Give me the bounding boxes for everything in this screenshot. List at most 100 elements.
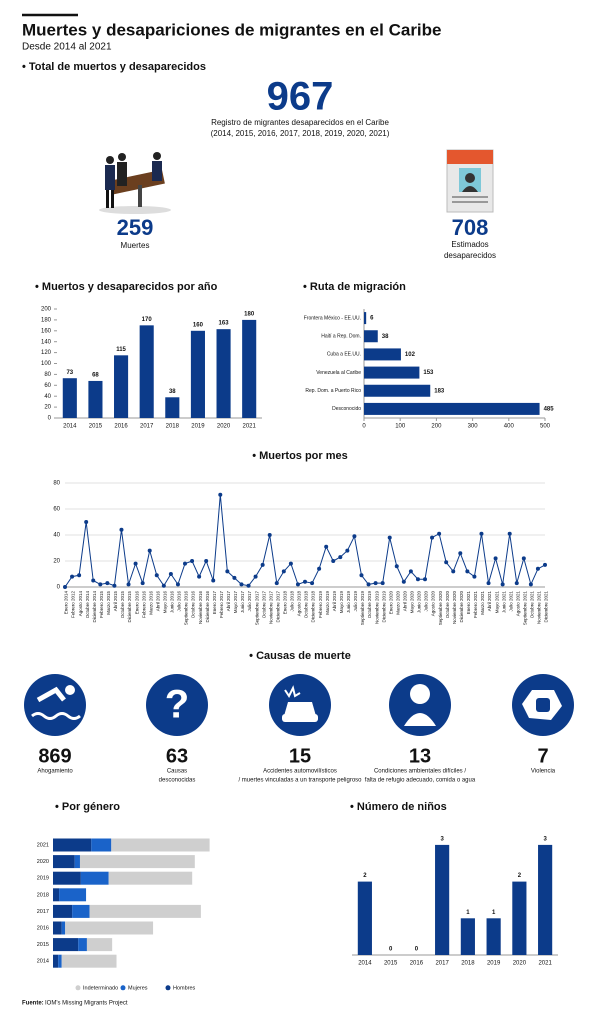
x-tick-label: Mayo 2021 [494, 591, 499, 614]
cause-number: 13 [409, 745, 431, 767]
deaths-label: Muertes [121, 241, 150, 250]
bar [538, 844, 553, 955]
x-tick-label: Febrero 2016 [141, 591, 146, 619]
x-tick-label: Febrero 2019 [318, 591, 323, 619]
point [352, 534, 357, 539]
bar-segment [59, 888, 87, 902]
bar [242, 319, 257, 418]
x-tick-label: Diciembre 2021 [544, 591, 549, 623]
value-label: 73 [66, 370, 73, 376]
x-tick-label: 2020 [217, 424, 231, 430]
point [161, 583, 166, 588]
x-tick-label: Noviembre 2017 [268, 591, 273, 625]
x-tick-label: Septiembre 2021 [523, 591, 528, 626]
x-tick-label: 2020 [513, 961, 527, 967]
x-tick-label: Enero 2017 [212, 591, 217, 615]
x-tick-label: 2017 [140, 424, 154, 430]
y-tick-label: Frontera México - EE.UU. [304, 315, 361, 321]
value-label: 2 [518, 873, 522, 879]
x-tick-label: 2021 [538, 961, 552, 967]
missing-label: Estimados [451, 240, 488, 249]
legend-label: Hombres [173, 985, 196, 991]
point [295, 582, 300, 587]
bar-segment [74, 855, 80, 869]
point [472, 574, 477, 579]
chart-title: • Por género [55, 801, 120, 813]
cause-label: / muertes vinculadas a un transporte pel… [238, 778, 362, 784]
bar-segment [61, 921, 66, 935]
point [486, 581, 491, 586]
bar [364, 348, 401, 361]
x-tick-label: 2017 [435, 961, 449, 967]
y-tick-label: Desconocido [332, 406, 361, 412]
x-tick-label: Noviembre 2019 [374, 591, 379, 625]
point [543, 562, 547, 567]
x-tick-label: Julio 2019 [353, 591, 358, 612]
x-tick-label: Mayo 2016 [163, 591, 168, 614]
value-label: 160 [193, 322, 204, 328]
y-tick-label: Rep. Dom. a Puerto Rico [305, 388, 361, 394]
x-tick-label: Septiembre 2019 [360, 591, 365, 626]
y-tick-label: 40 [53, 533, 60, 539]
point [387, 535, 392, 540]
x-tick-label: Febrero 2015 [99, 591, 104, 619]
point [253, 574, 258, 579]
title: Muertes y desapariciones de migrantes en… [22, 20, 442, 39]
value-label: 115 [116, 347, 126, 353]
value-label: 6 [370, 316, 374, 322]
point [70, 574, 75, 579]
cause-label: Accidentes automovilísticos [263, 769, 337, 775]
bar-segment [53, 871, 81, 885]
point [260, 562, 265, 567]
bar [364, 312, 367, 325]
legend-swatch [75, 985, 81, 991]
x-tick-label: Enero 2020 [388, 591, 393, 615]
point [451, 569, 456, 574]
bar-segment [86, 938, 113, 952]
x-tick-label: 500 [540, 424, 551, 430]
point [183, 561, 187, 566]
x-tick-label: Abril 2019 [332, 591, 337, 612]
x-tick-label: Octubre 2018 [304, 591, 309, 619]
missing-number: 708 [452, 215, 489, 240]
y-tick-label: 2014 [37, 959, 49, 965]
legend-swatch [165, 985, 171, 991]
bar [435, 844, 450, 955]
x-tick-label: Julio 2021 [508, 591, 513, 612]
point [98, 582, 103, 587]
value-label: 153 [423, 370, 434, 376]
x-tick-label: Agosto 2020 [431, 591, 436, 617]
y-tick-label: 200 [41, 307, 52, 313]
chart-title: • Muertos y desaparecidos por año [35, 281, 218, 293]
x-tick-label: Octubre 2016 [191, 591, 196, 619]
x-tick-label: Abril 2021 [487, 591, 492, 612]
bar [357, 881, 372, 955]
bar-segment [111, 838, 210, 852]
value-label: 3 [440, 836, 444, 842]
x-tick-label: Diciembre 2014 [92, 591, 97, 623]
cause-label: Condiciones ambientales difíciles / [374, 769, 466, 775]
missing-poster-icon [446, 149, 494, 213]
y-tick-label: 160 [41, 328, 52, 334]
point [281, 569, 286, 574]
x-tick-label: Abril 2017 [226, 591, 231, 612]
value-label: 485 [544, 406, 555, 412]
bar [486, 918, 501, 955]
total-number: 967 [267, 75, 334, 119]
x-tick-label: Abril 2016 [155, 591, 160, 612]
bar [512, 881, 527, 955]
x-tick-label: Marzo 2021 [480, 591, 485, 615]
x-tick-label: Agosto 2021 [515, 591, 520, 617]
point [288, 561, 293, 566]
x-tick-label: Abril 2015 [113, 591, 118, 612]
y-tick-label: Venezuela al Caribe [316, 370, 361, 376]
value-label: 0 [415, 947, 419, 953]
y-tick-label: 2016 [37, 925, 49, 931]
x-tick-label: Diciembre 2020 [459, 591, 464, 623]
value-label: 1 [492, 910, 496, 916]
point [338, 555, 343, 560]
value-label: 0 [389, 947, 393, 953]
total-years: (2014, 2015, 2016, 2017, 2018, 2019, 202… [211, 129, 390, 138]
bar [460, 918, 475, 955]
bar-segment [108, 871, 193, 885]
